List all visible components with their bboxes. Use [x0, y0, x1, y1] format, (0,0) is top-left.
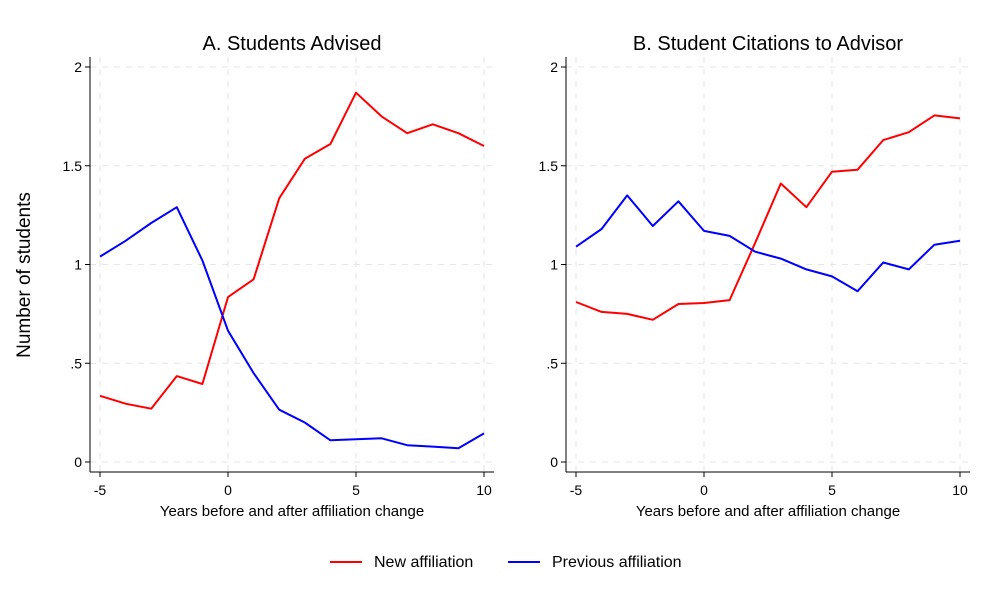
panel-b-xtick-label-1: 0	[700, 482, 708, 498]
panel-a-xtick-label-1: 0	[224, 482, 232, 498]
panel-b-xtick-label-0: -5	[570, 482, 583, 498]
panel-a-ytick-label-4: 2	[74, 59, 82, 75]
panel-b-series-previous-affiliation	[575, 194, 961, 293]
panel-a-series-new-affiliation	[99, 91, 485, 410]
panel-a-series-previous-affiliation	[99, 206, 485, 450]
panel-a-ytick-label-0: 0	[74, 454, 82, 470]
panel-b-xtick-label-3: 10	[952, 482, 968, 498]
panel-b: B. Student Citations to Advisor Years be…	[539, 33, 970, 520]
panel-b-xtick-label-2: 5	[828, 482, 836, 498]
panel-a-xtick-label-3: 10	[476, 482, 492, 498]
shared-ylabel: Number of students	[14, 192, 35, 358]
legend: New affiliation Previous affiliation	[330, 554, 682, 571]
panel-a: A. Students Advised Years before and aft…	[63, 33, 494, 520]
panel-b-xlabel: Years before and after affiliation chang…	[636, 503, 900, 520]
panel-b-series-new-affiliation	[575, 114, 961, 321]
panel-a-xtick-label-2: 5	[352, 482, 360, 498]
legend-label-new-affiliation: New affiliation	[374, 554, 473, 571]
panel-b-ytick-label-4: 2	[550, 59, 558, 75]
panel-b-ytick-label-3: 1.5	[539, 158, 559, 174]
panel-b-ytick-label-2: 1	[550, 257, 558, 273]
panel-b-title: B. Student Citations to Advisor	[633, 33, 903, 55]
panel-b-ytick-label-1: .5	[546, 355, 558, 371]
panel-a-xtick-label-0: -5	[94, 482, 107, 498]
panel-a-ytick-label-3: 1.5	[63, 158, 83, 174]
panel-b-ytick-label-0: 0	[550, 454, 558, 470]
panel-a-ytick-label-1: .5	[70, 355, 82, 371]
legend-label-previous-affiliation: Previous affiliation	[552, 554, 682, 571]
panel-a-xlabel: Years before and after affiliation chang…	[160, 503, 424, 520]
panel-a-ytick-label-2: 1	[74, 257, 82, 273]
panel-a-title: A. Students Advised	[202, 33, 381, 55]
